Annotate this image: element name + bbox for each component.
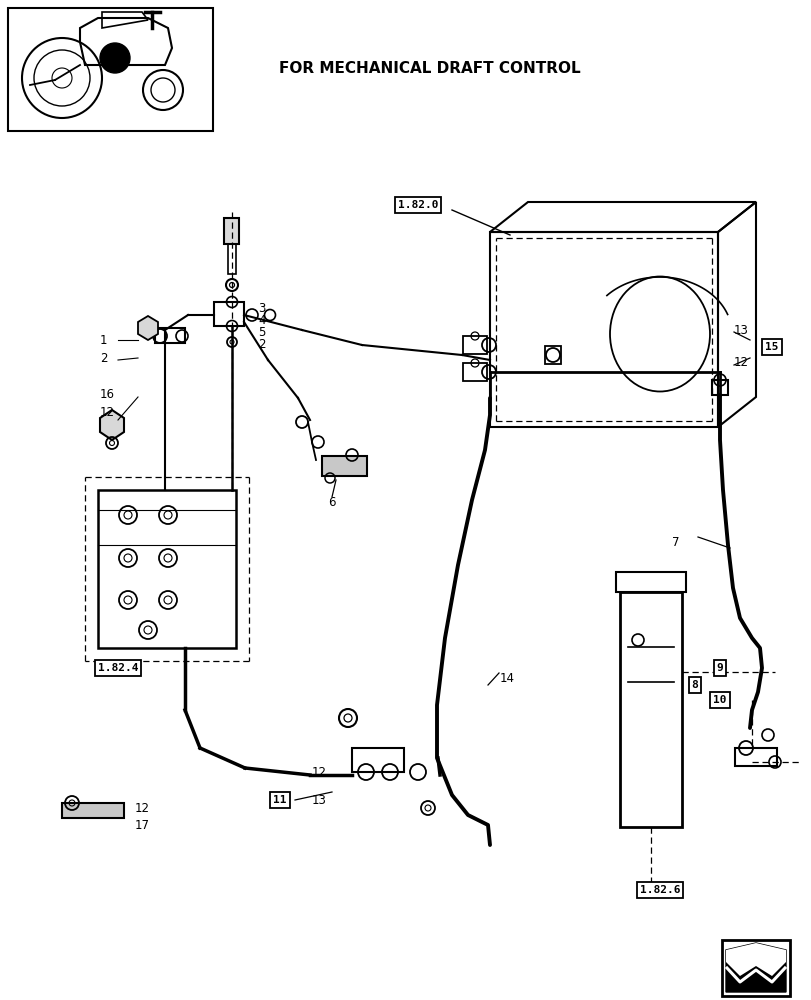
Polygon shape xyxy=(100,410,124,440)
Bar xyxy=(8,8,212,131)
Bar xyxy=(228,244,236,274)
Text: 8: 8 xyxy=(691,680,697,690)
Polygon shape xyxy=(138,316,158,340)
Text: 9: 9 xyxy=(716,663,723,673)
Bar xyxy=(322,456,367,476)
Bar xyxy=(616,572,685,592)
Text: 1.82.6: 1.82.6 xyxy=(639,885,680,895)
Bar xyxy=(462,336,487,354)
Bar xyxy=(721,940,789,996)
Text: 1: 1 xyxy=(100,334,107,347)
Bar xyxy=(155,328,185,343)
Text: FOR MECHANICAL DRAFT CONTROL: FOR MECHANICAL DRAFT CONTROL xyxy=(279,61,580,76)
Polygon shape xyxy=(725,943,785,992)
Text: 2: 2 xyxy=(100,352,107,364)
Text: 1.82.4: 1.82.4 xyxy=(97,663,138,673)
Bar xyxy=(462,363,487,381)
Text: 16: 16 xyxy=(100,388,115,401)
Bar xyxy=(62,803,124,818)
Text: 1.82.0: 1.82.0 xyxy=(397,200,438,210)
Text: 12: 12 xyxy=(311,766,327,780)
Bar xyxy=(98,490,236,648)
Polygon shape xyxy=(725,943,785,976)
Bar xyxy=(224,218,238,244)
Text: 6: 6 xyxy=(328,496,335,510)
Bar xyxy=(734,748,776,766)
Text: 2: 2 xyxy=(258,338,265,351)
Text: 15: 15 xyxy=(764,342,778,352)
Text: 10: 10 xyxy=(712,695,726,705)
Text: 12: 12 xyxy=(733,357,748,369)
Text: 11: 11 xyxy=(273,795,286,805)
Circle shape xyxy=(100,43,130,73)
Text: 13: 13 xyxy=(311,793,327,806)
Text: 3: 3 xyxy=(258,302,265,314)
Bar xyxy=(620,592,681,827)
Bar xyxy=(351,748,404,772)
Text: 5: 5 xyxy=(258,326,265,338)
Text: 7: 7 xyxy=(672,536,679,548)
Text: 13: 13 xyxy=(733,324,748,336)
Text: 17: 17 xyxy=(135,819,150,832)
Text: 4: 4 xyxy=(258,314,265,326)
Bar xyxy=(544,346,560,364)
Text: 14: 14 xyxy=(500,672,514,684)
Bar xyxy=(711,380,727,395)
Text: 12: 12 xyxy=(100,406,115,418)
Bar xyxy=(214,302,243,326)
Text: 12: 12 xyxy=(135,801,150,814)
Bar xyxy=(489,232,717,427)
